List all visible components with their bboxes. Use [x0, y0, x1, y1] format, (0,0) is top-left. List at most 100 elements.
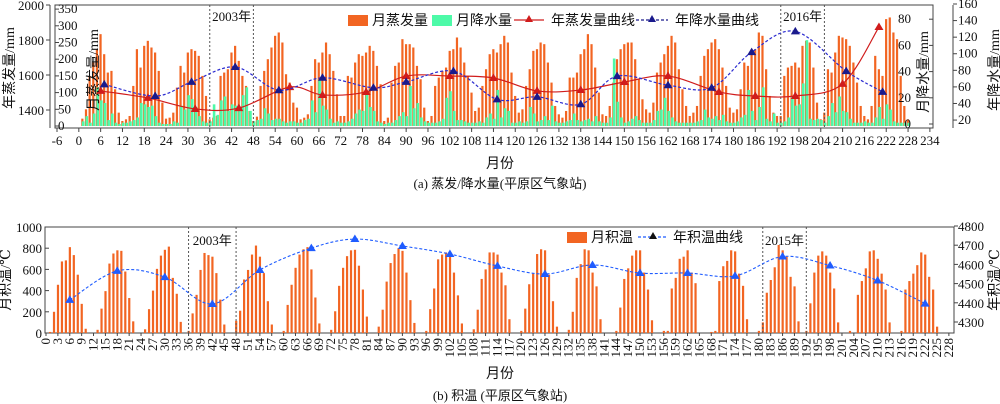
precipitation-bar [460, 120, 463, 126]
monthly-temperature-bar [821, 251, 824, 333]
x-tick-label: 222 [876, 133, 896, 148]
monthly-temperature-bar [738, 273, 741, 333]
precipitation-bar [561, 122, 565, 126]
evaporation-bar [550, 82, 553, 126]
monthly-temperature-bar [262, 273, 265, 333]
x-tick-label: 153 [644, 338, 659, 358]
evaporation-bar [866, 119, 870, 126]
monthly-temperature-bar [219, 299, 222, 333]
precipitation-bar [212, 104, 216, 126]
precipitation-bar [576, 120, 580, 126]
precipitation-bar [569, 120, 572, 126]
precipitation-bar [303, 120, 307, 126]
x-tick-label: 192 [767, 133, 787, 148]
x-tick-label: 174 [727, 338, 742, 358]
monthly-temperature-bar [84, 328, 87, 333]
annual-evaporation-marker [96, 86, 106, 94]
x-tick-label: 138 [571, 133, 591, 148]
precipitation-bar [663, 97, 667, 126]
evaporation-bar [888, 17, 891, 127]
y-tick-label-right-outer: 160 [958, 0, 978, 11]
precipitation-bar [409, 86, 412, 126]
precipitation-bar [347, 121, 350, 126]
evaporation-bar [477, 107, 480, 126]
evaporation-bar [644, 109, 648, 126]
legend-evap-curve-marker [525, 15, 533, 22]
y-tick-label-right-inner: 20 [898, 90, 911, 105]
evaporation-bar [524, 85, 528, 126]
evaporation-bar [572, 77, 575, 126]
monthly-temperature-bar [694, 283, 697, 333]
evaporation-bar [452, 49, 455, 126]
precipitation-bar [129, 121, 132, 126]
evaporation-bar [728, 107, 731, 126]
evaporation-bar [754, 49, 757, 126]
evaporation-bar [106, 72, 109, 126]
legend-temp-curve-label: 年积温曲线 [673, 230, 743, 246]
monthly-temperature-bar [833, 288, 836, 333]
x-tick-label: 18 [109, 338, 124, 351]
chart-b: 2003年 2015年036912151821242730333639424548… [16, 219, 984, 358]
monthly-temperature-bar [444, 252, 448, 333]
precipitation-bar [412, 108, 416, 126]
monthly-temperature-bar [353, 249, 357, 333]
monthly-temperature-bar [167, 246, 170, 333]
monthly-temperature-bar [884, 289, 887, 333]
x-tick-label: 78 [347, 338, 362, 351]
y-tick-label-left: 400 [23, 284, 43, 299]
chart-b-caption: (b) 积温 (平原区气象站) [433, 388, 567, 403]
precipitation-bar [307, 118, 310, 126]
evaporation-bar [484, 69, 488, 126]
annual-evaporation-marker [838, 79, 848, 87]
precipitation-bar [634, 116, 638, 126]
precipitation-bar [871, 122, 874, 126]
precipitation-bar [427, 122, 430, 126]
x-tick-label: 102 [440, 133, 460, 148]
precipitation-bar [514, 122, 518, 126]
precipitation-bar [671, 117, 674, 126]
evaporation-bar [284, 74, 288, 126]
annual-temperature-marker [873, 276, 883, 284]
evaporation-bar [404, 44, 408, 126]
x-tick-label: 6 [97, 133, 104, 148]
x-tick-label: 15 [97, 338, 112, 351]
precipitation-bar [609, 117, 612, 126]
precipitation-bar [674, 121, 678, 126]
monthly-temperature-bar [722, 266, 725, 333]
evaporation-bar [837, 35, 840, 126]
monthly-temperature-bar [662, 330, 665, 333]
annual-precipitation-marker [318, 73, 328, 81]
precipitation-bar [318, 79, 321, 126]
precipitation-bar [827, 116, 831, 126]
evaporation-bar [757, 32, 760, 127]
x-tick-label: 222 [917, 338, 932, 358]
x-tick-label: 135 [573, 338, 588, 358]
monthly-temperature-bar [765, 292, 768, 333]
monthly-temperature-bar [757, 330, 760, 333]
precipitation-bar [809, 118, 812, 126]
x-tick-label: 42 [225, 133, 238, 148]
precipitation-bar [834, 112, 838, 126]
precipitation-bar [489, 113, 492, 126]
x-tick-label: 180 [751, 338, 766, 358]
x-tick-label: 57 [264, 338, 279, 352]
evaporation-bar [88, 75, 91, 126]
x-tick-label: 108 [462, 133, 482, 148]
monthly-temperature-bar [254, 245, 258, 333]
evaporation-bar [652, 102, 655, 126]
precipitation-bar [907, 122, 911, 126]
monthly-temperature-bar [52, 311, 56, 333]
monthly-temperature-bar [286, 304, 289, 333]
precipitation-bar [725, 121, 729, 126]
precipitation-bar [525, 121, 529, 126]
monthly-temperature-bar [880, 273, 883, 333]
evaporation-bar [859, 105, 862, 126]
evaporation-bar [877, 69, 880, 126]
monthly-temperature-bar [377, 326, 380, 333]
evaporation-bar [346, 75, 349, 126]
monthly-temperature-bar [243, 279, 246, 333]
evaporation-bar [659, 62, 662, 126]
evaporation-bar [554, 105, 557, 126]
precipitation-bar [434, 122, 438, 126]
